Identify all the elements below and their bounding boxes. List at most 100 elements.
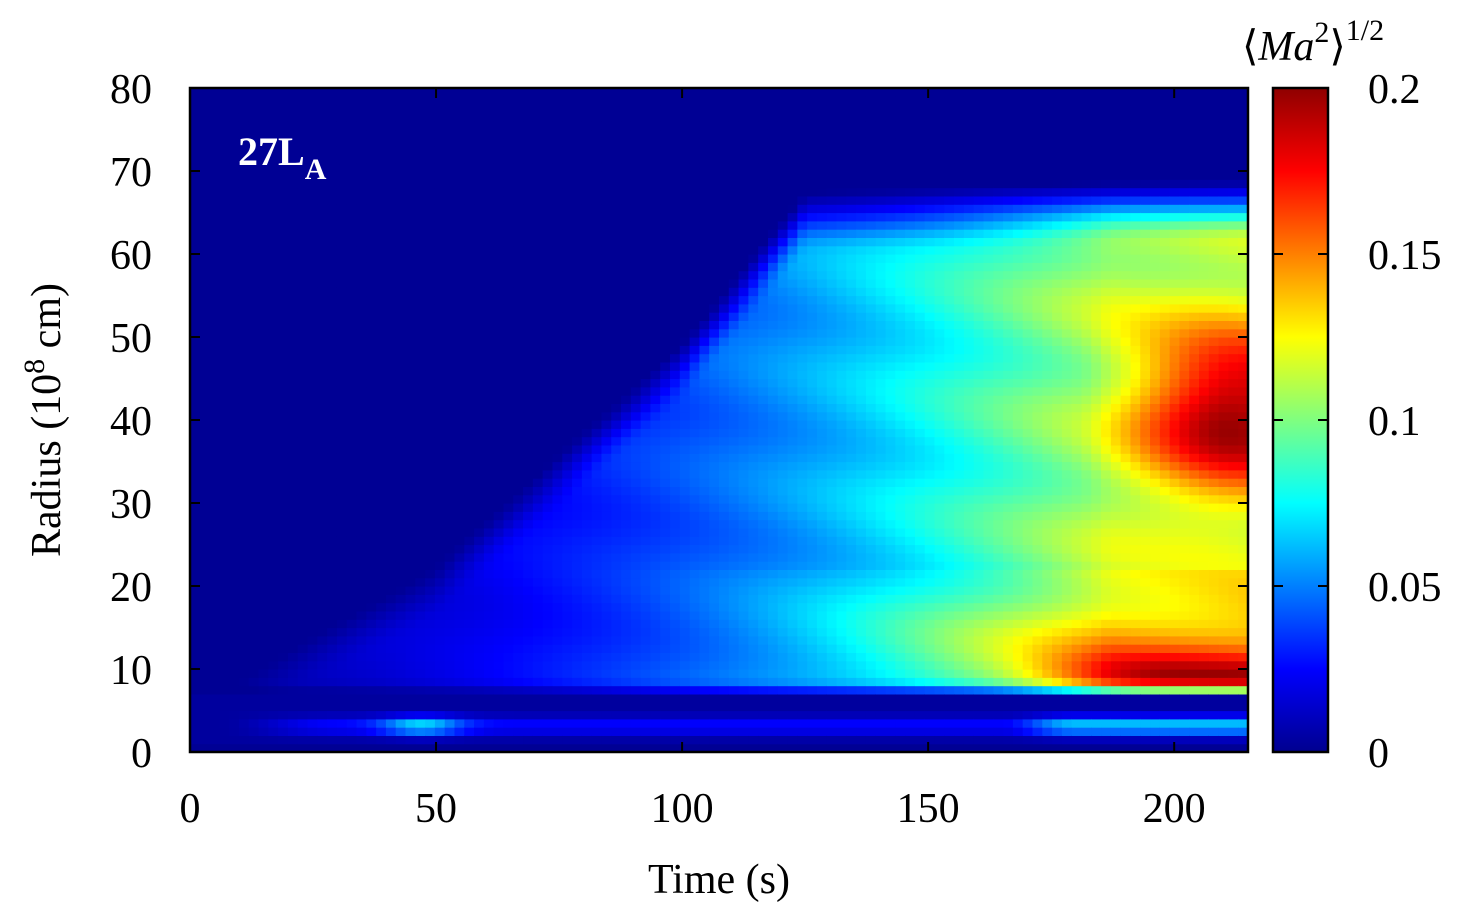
heatmap-cell <box>297 428 309 438</box>
heatmap-cell <box>336 494 348 504</box>
heatmap-cell <box>425 121 436 131</box>
heatmap-cell <box>611 229 622 238</box>
heatmap-cell <box>327 527 338 537</box>
heatmap-cell <box>317 669 328 678</box>
heatmap-cell <box>425 436 436 446</box>
heatmap-cell <box>797 727 808 736</box>
heatmap-cell <box>679 486 691 496</box>
heatmap-cell <box>581 337 593 346</box>
heatmap-cell <box>268 411 279 421</box>
heatmap-cell <box>229 494 240 504</box>
heatmap-cell <box>767 536 779 546</box>
heatmap-cell <box>542 270 554 280</box>
heatmap-cell <box>278 544 289 554</box>
heatmap-cell <box>366 146 377 155</box>
heatmap-cell <box>640 469 652 479</box>
heatmap-cell <box>758 212 769 222</box>
heatmap-cell <box>689 337 701 346</box>
heatmap-cell <box>238 735 250 745</box>
heatmap-cell <box>268 677 279 687</box>
heatmap-cell <box>670 162 681 172</box>
heatmap-cell <box>670 586 681 595</box>
heatmap-cell <box>601 718 612 728</box>
heatmap-cell <box>503 602 514 612</box>
heatmap-cell <box>464 453 475 463</box>
heatmap-cell <box>787 345 798 355</box>
heatmap-cell <box>679 353 691 363</box>
heatmap-cell <box>709 287 720 297</box>
heatmap-cell <box>493 229 505 238</box>
heatmap-cell <box>758 229 769 238</box>
heatmap-cell <box>483 287 495 297</box>
heatmap-cell <box>307 444 318 454</box>
heatmap-cell <box>532 337 544 346</box>
heatmap-cell <box>797 527 808 537</box>
heatmap-cell <box>758 254 769 263</box>
heatmap-cell <box>767 295 779 305</box>
heatmap-cell <box>258 146 269 155</box>
heatmap-cell <box>356 727 367 736</box>
heatmap-cell <box>738 162 749 172</box>
heatmap-cell <box>670 453 681 463</box>
heatmap-cell <box>317 220 328 230</box>
heatmap-cell <box>483 519 495 529</box>
heatmap-cell <box>493 328 505 338</box>
heatmap-cell <box>356 536 367 546</box>
heatmap-cell <box>278 718 289 728</box>
heatmap-cell <box>317 403 328 413</box>
heatmap-cell <box>297 527 309 537</box>
heatmap-cell <box>758 378 769 388</box>
heatmap-cell <box>552 254 563 263</box>
heatmap-cell <box>513 536 524 546</box>
heatmap-cell <box>670 187 681 197</box>
heatmap-cell <box>434 577 446 587</box>
heatmap-cell <box>562 254 573 263</box>
heatmap-cell <box>797 519 808 529</box>
heatmap-cell <box>199 594 211 604</box>
heatmap-cell <box>503 370 514 380</box>
heatmap-cell <box>493 162 505 172</box>
heatmap-cell <box>190 328 201 338</box>
heatmap-cell <box>464 561 475 570</box>
heatmap-cell <box>611 361 622 371</box>
heatmap-cell <box>317 561 328 570</box>
heatmap-cell <box>395 594 407 604</box>
heatmap-cell <box>650 187 661 197</box>
heatmap-cell <box>493 519 505 529</box>
heatmap-cell <box>572 602 583 612</box>
heatmap-cell <box>709 552 720 562</box>
heatmap-cell <box>670 229 681 238</box>
heatmap-cell <box>376 146 387 155</box>
heatmap-cell <box>209 403 220 413</box>
heatmap-cell <box>513 552 524 562</box>
heatmap-cell <box>268 237 279 247</box>
heatmap-cell <box>581 453 593 463</box>
heatmap-cell <box>591 669 603 678</box>
heatmap-cell <box>552 644 563 653</box>
heatmap-cell <box>307 494 318 504</box>
heatmap-cell <box>581 88 593 97</box>
heatmap-cell <box>258 669 269 678</box>
heatmap-cell <box>630 469 642 479</box>
heatmap-cell <box>385 461 397 471</box>
heatmap-cell <box>709 503 720 512</box>
heatmap-cell <box>444 702 456 712</box>
heatmap-cell <box>278 494 289 504</box>
heatmap-cell <box>405 312 416 321</box>
heatmap-cell <box>405 503 416 512</box>
heatmap-cell <box>297 262 309 272</box>
heatmap-cell <box>425 88 436 97</box>
heatmap-cell <box>278 245 289 255</box>
heatmap-cell <box>219 420 230 429</box>
heatmap-cell <box>278 337 289 346</box>
heatmap-cell <box>650 262 661 272</box>
heatmap-cell <box>493 212 505 222</box>
heatmap-cell <box>660 171 671 180</box>
heatmap-cell <box>562 743 573 752</box>
heatmap-cell <box>523 610 534 620</box>
heatmap-cell <box>405 486 416 496</box>
heatmap-cell <box>474 436 485 446</box>
heatmap-cell <box>366 428 377 438</box>
heatmap-cell <box>699 693 710 703</box>
heatmap-cell <box>307 287 318 297</box>
